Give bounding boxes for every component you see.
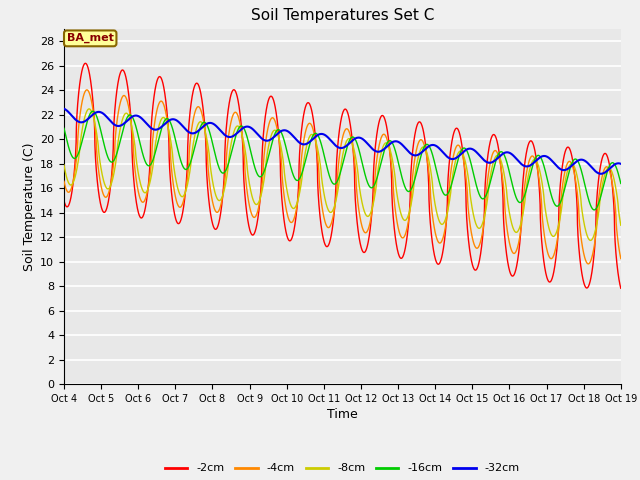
- X-axis label: Time: Time: [327, 408, 358, 421]
- Legend: -2cm, -4cm, -8cm, -16cm, -32cm: -2cm, -4cm, -8cm, -16cm, -32cm: [161, 459, 524, 478]
- Title: Soil Temperatures Set C: Soil Temperatures Set C: [251, 9, 434, 24]
- Text: BA_met: BA_met: [67, 33, 114, 44]
- Y-axis label: Soil Temperature (C): Soil Temperature (C): [23, 142, 36, 271]
